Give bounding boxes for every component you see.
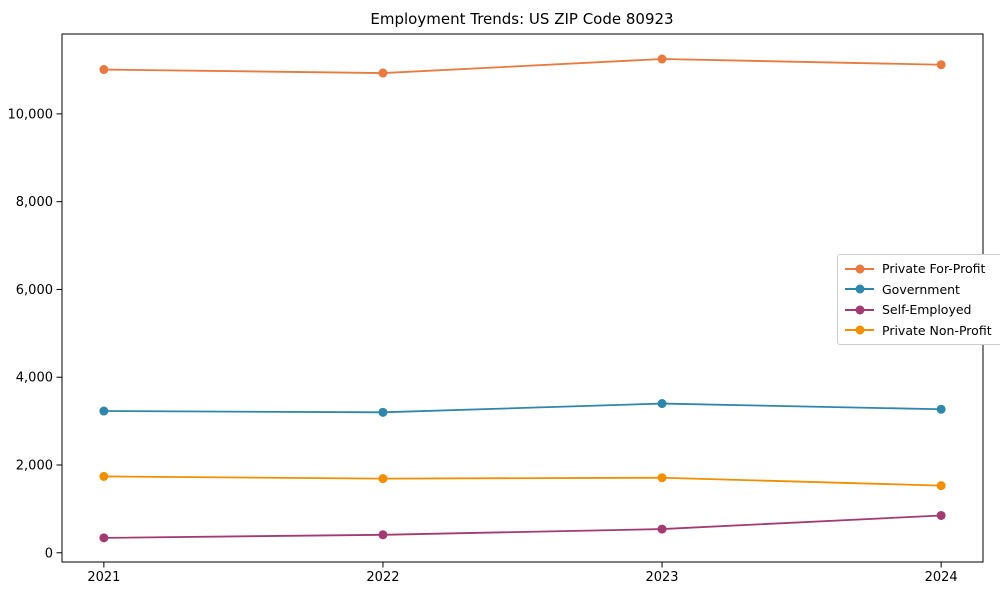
x-tick-label: 2021	[87, 570, 120, 585]
data-point-private-non-profit-2024	[936, 481, 946, 491]
legend-label: Private For-Profit	[882, 261, 986, 276]
y-tick-label: 4,000	[16, 371, 53, 386]
data-point-private-for-profit-2022	[378, 68, 388, 78]
y-tick-label: 6,000	[16, 283, 53, 298]
data-point-government-2021	[99, 406, 109, 416]
series-line-government	[103, 402, 942, 414]
legend: Private For-Profit Government Self-Employe…	[837, 254, 1000, 345]
data-point-self-employed-2024	[936, 510, 946, 520]
data-point-self-employed-2022	[378, 530, 388, 540]
legend-line-marker-icon	[845, 284, 874, 294]
data-point-self-employed-2023	[657, 524, 667, 534]
legend-item-private-for-profit: Private For-Profit	[845, 262, 992, 276]
series-line-private-for-profit	[103, 58, 942, 74]
y-tick-label: 8,000	[16, 195, 53, 210]
x-tick-label: 2024	[925, 570, 958, 585]
y-tick-label: 10,000	[8, 107, 54, 122]
y-tick-label: 0	[45, 546, 53, 561]
data-point-government-2024	[936, 404, 946, 414]
series-line-self-employed	[103, 514, 942, 539]
legend-item-government: Government	[845, 283, 992, 297]
data-point-private-non-profit-2022	[378, 474, 388, 484]
legend-label: Private Non-Profit	[882, 322, 992, 338]
data-point-government-2022	[378, 407, 388, 417]
legend-item-self-employed: Self-Employed	[845, 303, 992, 317]
x-tick-label: 2023	[645, 570, 678, 585]
y-tick-label: 2,000	[16, 459, 53, 474]
legend-label: Self-Employed	[882, 302, 972, 317]
series-group	[99, 54, 946, 543]
legend-label: Government	[882, 281, 960, 297]
data-point-private-for-profit-2024	[936, 60, 946, 70]
x-tick-label: 2022	[366, 570, 399, 585]
chart-title: Employment Trends: US ZIP Code 80923	[370, 10, 673, 28]
data-point-private-for-profit-2023	[657, 54, 667, 64]
data-point-government-2023	[657, 399, 667, 409]
legend-item-private-non-profit: Private Non-Profit	[845, 324, 992, 338]
data-point-self-employed-2021	[99, 533, 109, 543]
legend-line-marker-icon	[845, 264, 874, 274]
legend-line-marker-icon	[845, 305, 874, 315]
data-point-private-for-profit-2021	[99, 65, 109, 75]
data-point-private-non-profit-2021	[99, 471, 109, 481]
data-point-private-non-profit-2023	[657, 473, 667, 483]
legend-line-marker-icon	[845, 325, 874, 335]
series-line-private-non-profit	[103, 475, 942, 487]
